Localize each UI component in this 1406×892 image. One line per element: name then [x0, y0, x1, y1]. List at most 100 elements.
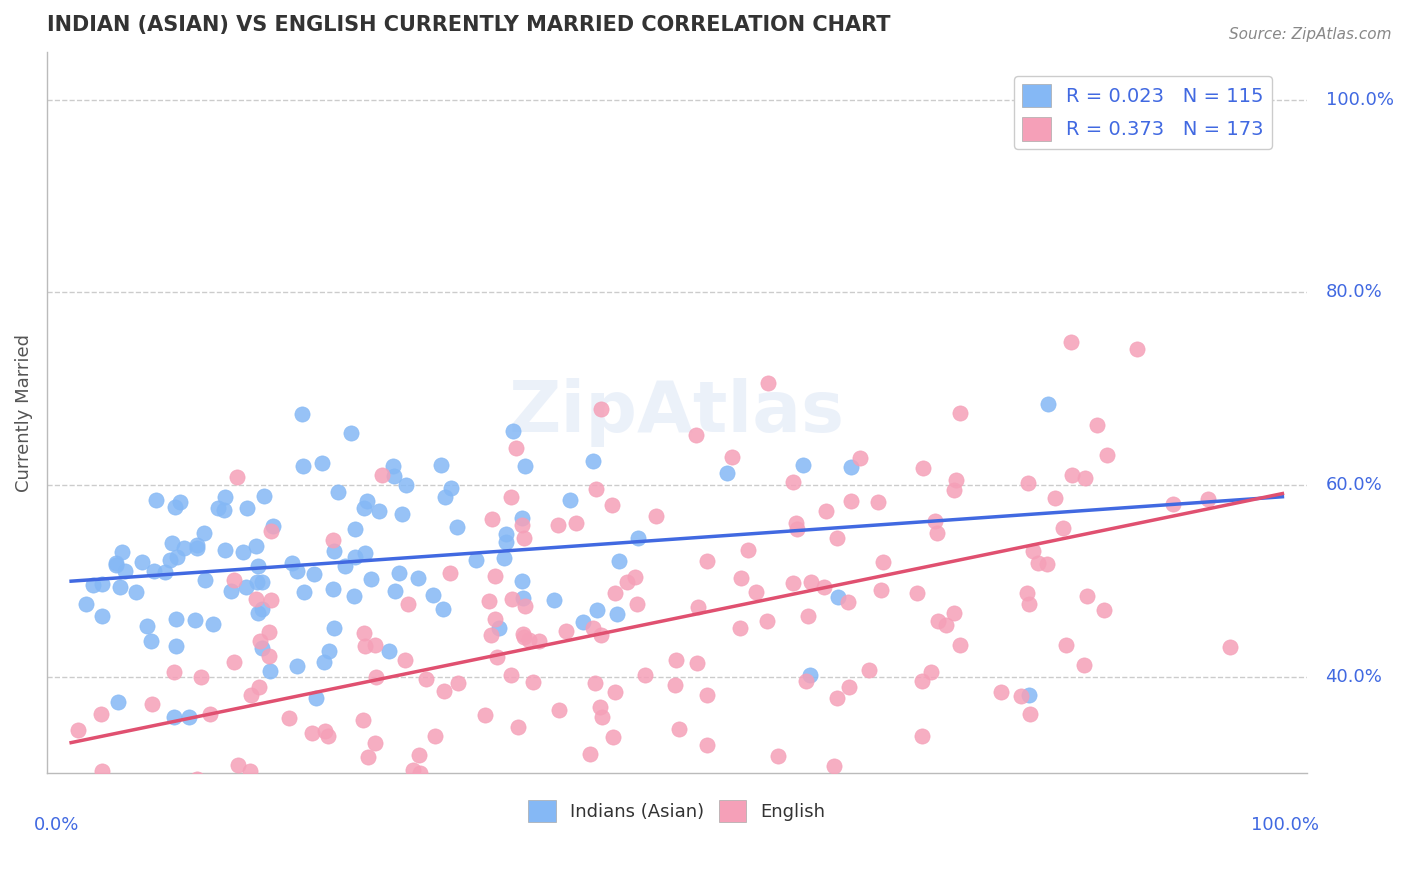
Point	[446, 519, 468, 533]
Point	[668, 722, 690, 736]
Point	[644, 509, 666, 524]
Point	[198, 706, 221, 721]
Point	[292, 585, 315, 599]
Point	[291, 458, 314, 473]
Point	[600, 498, 623, 512]
Point	[527, 634, 550, 648]
Point	[360, 573, 382, 587]
Point	[440, 481, 463, 495]
Point	[1018, 688, 1040, 702]
Point	[250, 641, 273, 656]
Point	[603, 586, 626, 600]
Point	[1073, 471, 1095, 485]
Point	[408, 748, 430, 763]
Point	[90, 764, 112, 779]
Point	[1036, 396, 1059, 410]
Point	[314, 835, 336, 849]
Point	[665, 653, 688, 667]
Point	[485, 649, 508, 664]
Point	[186, 541, 208, 556]
Point	[616, 575, 638, 590]
Point	[107, 695, 129, 709]
Point	[495, 527, 517, 541]
Point	[439, 566, 461, 581]
Point	[260, 524, 283, 539]
Point	[90, 706, 112, 721]
Point	[246, 558, 269, 573]
Point	[184, 863, 207, 877]
Point	[911, 729, 934, 743]
Point	[267, 822, 290, 837]
Point	[420, 863, 443, 877]
Point	[285, 564, 308, 578]
Point	[395, 478, 418, 492]
Point	[353, 625, 375, 640]
Point	[685, 656, 707, 670]
Point	[911, 674, 934, 689]
Point	[512, 591, 534, 605]
Point	[797, 609, 820, 624]
Point	[814, 504, 837, 518]
Point	[153, 565, 176, 579]
Point	[823, 758, 845, 772]
Point	[209, 779, 232, 793]
Point	[240, 688, 263, 702]
Point	[927, 615, 949, 629]
Point	[250, 574, 273, 589]
Point	[149, 814, 172, 828]
Point	[949, 639, 972, 653]
Point	[194, 574, 217, 588]
Point	[291, 407, 314, 421]
Point	[342, 589, 364, 603]
Point	[235, 580, 257, 594]
Point	[391, 507, 413, 521]
Point	[513, 531, 536, 545]
Point	[696, 689, 718, 703]
Point	[696, 738, 718, 752]
Text: 100.0%: 100.0%	[1326, 91, 1393, 109]
Point	[949, 407, 972, 421]
Point	[82, 578, 104, 592]
Point	[1036, 557, 1059, 571]
Point	[173, 541, 195, 555]
Point	[186, 538, 208, 552]
Point	[945, 474, 967, 488]
Point	[606, 607, 628, 622]
Point	[394, 653, 416, 667]
Point	[786, 523, 808, 537]
Point	[66, 723, 89, 738]
Point	[165, 611, 187, 625]
Point	[1019, 706, 1042, 721]
Point	[924, 514, 946, 528]
Point	[624, 570, 647, 584]
Point	[165, 639, 187, 653]
Point	[447, 676, 470, 690]
Point	[125, 585, 148, 599]
Point	[920, 665, 942, 679]
Point	[585, 482, 607, 496]
Point	[382, 459, 405, 474]
Point	[75, 597, 97, 611]
Point	[512, 511, 534, 525]
Point	[582, 454, 605, 468]
Point	[501, 591, 523, 606]
Point	[249, 633, 271, 648]
Point	[165, 500, 187, 514]
Point	[370, 467, 392, 482]
Point	[510, 574, 533, 588]
Point	[314, 724, 336, 739]
Point	[384, 584, 406, 599]
Point	[1197, 492, 1219, 507]
Point	[513, 458, 536, 473]
Point	[794, 674, 817, 689]
Point	[839, 493, 862, 508]
Point	[432, 601, 454, 615]
Legend: Indians (Asian), English: Indians (Asian), English	[522, 793, 832, 829]
Point	[378, 644, 401, 658]
Point	[664, 678, 686, 692]
Point	[91, 608, 114, 623]
Point	[1076, 590, 1098, 604]
Point	[422, 588, 444, 602]
Point	[1010, 690, 1032, 704]
Point	[430, 458, 453, 472]
